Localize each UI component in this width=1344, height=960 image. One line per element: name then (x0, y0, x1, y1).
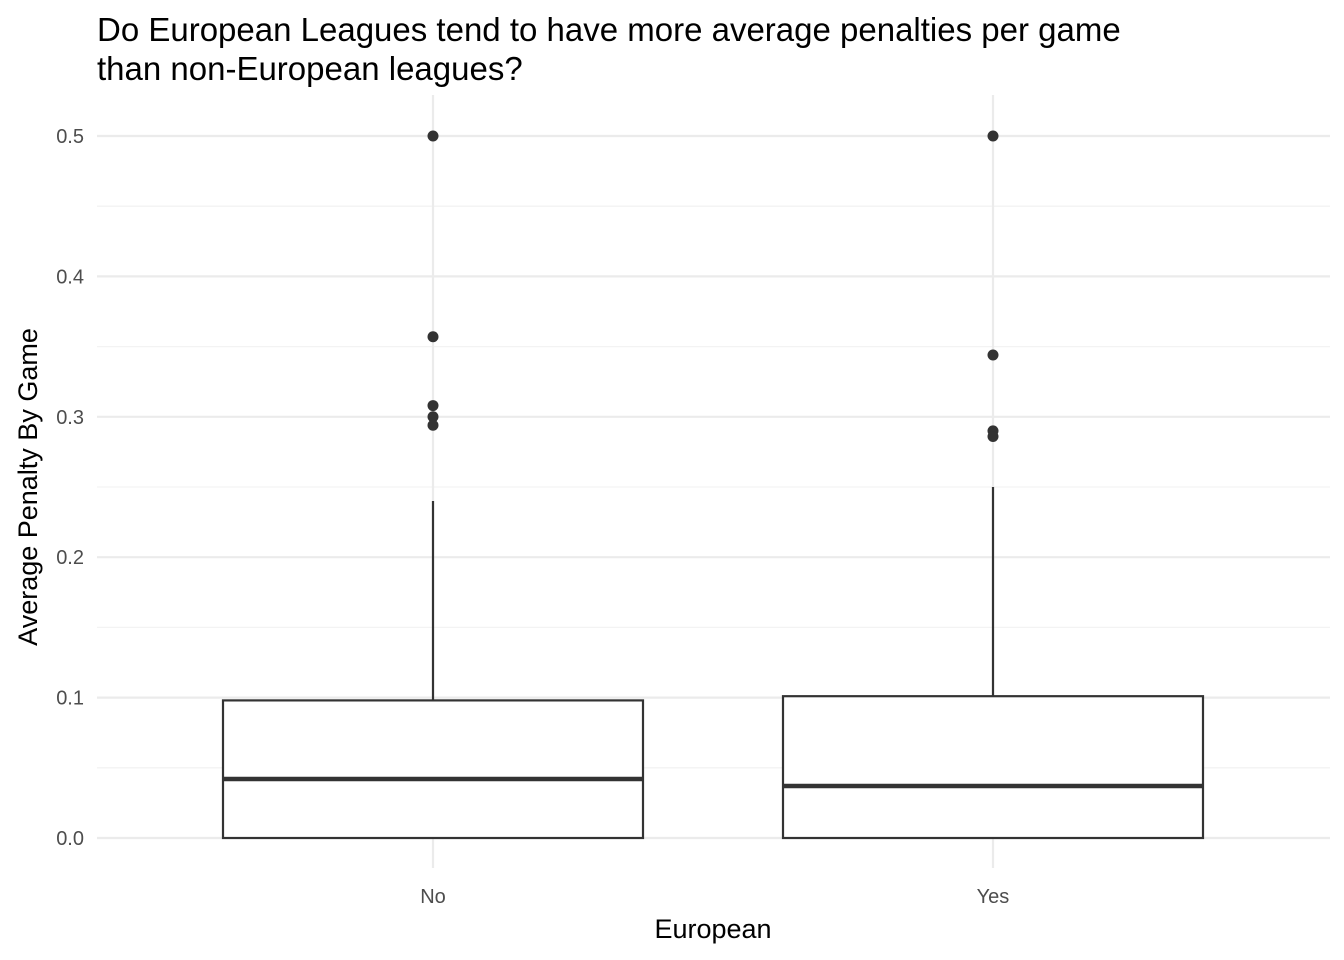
outlier-point (427, 411, 439, 423)
box-no (221, 130, 645, 840)
y-tick-label: 0.5 (56, 126, 84, 148)
x-tick-label: No (420, 886, 446, 908)
box-yes (781, 130, 1205, 840)
chart-title-line-2: than non-European leagues? (97, 50, 523, 87)
y-axis-ticks: 0.0 0.1 0.2 0.3 0.4 0.5 (56, 126, 84, 850)
outlier-point (427, 400, 439, 412)
outlier-point (987, 130, 999, 142)
box-iqr (221, 699, 645, 840)
outlier-point (427, 419, 439, 431)
outlier-point (427, 331, 439, 343)
x-axis-title: European (654, 914, 771, 944)
x-axis-ticks: No Yes (420, 886, 1009, 908)
box-iqr (781, 695, 1205, 840)
outlier-point (987, 430, 999, 442)
chart-title: Do European Leagues tend to have more av… (97, 10, 1297, 88)
outlier-point (987, 349, 999, 361)
outlier-point (427, 130, 439, 142)
boxplot-boxes (221, 130, 1205, 840)
y-tick-label: 0.3 (56, 407, 84, 429)
y-tick-label: 0.4 (56, 266, 84, 288)
chart-title-line-1: Do European Leagues tend to have more av… (97, 11, 1121, 48)
x-tick-label: Yes (977, 886, 1010, 908)
y-tick-label: 0.1 (56, 688, 84, 710)
y-axis-title: Average Penalty By Game (13, 328, 43, 646)
y-tick-label: 0.2 (56, 547, 84, 569)
y-tick-label: 0.0 (56, 828, 84, 850)
